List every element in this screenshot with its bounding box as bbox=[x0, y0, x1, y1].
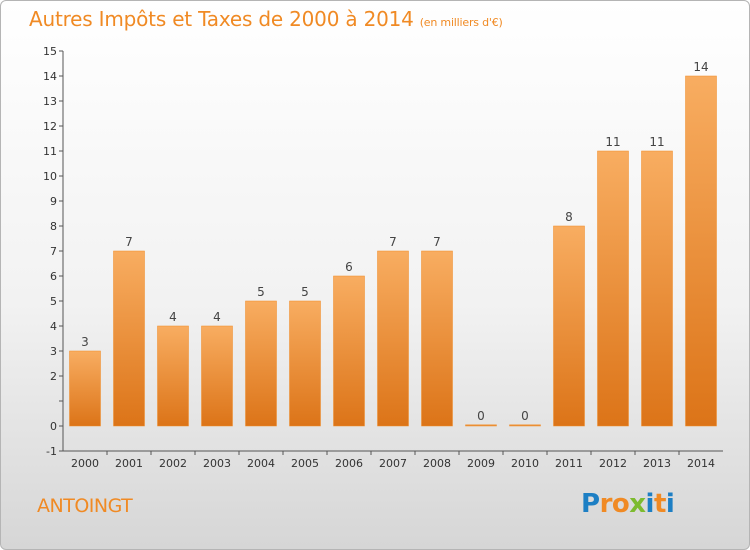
y-tick-label: 9 bbox=[50, 195, 57, 208]
bar bbox=[597, 150, 629, 427]
chart-title-text: Autres Impôts et Taxes de 2000 à 2014 bbox=[29, 7, 414, 31]
data-label: 11 bbox=[605, 135, 620, 149]
data-label: 0 bbox=[521, 409, 529, 423]
y-tick-label: 11 bbox=[43, 145, 57, 158]
y-tick-label: 12 bbox=[43, 120, 57, 133]
x-tick-label: 2007 bbox=[379, 457, 407, 470]
x-tick-label: 2010 bbox=[511, 457, 539, 470]
x-tick-label: 2002 bbox=[159, 457, 187, 470]
y-tick-label: 10 bbox=[43, 170, 57, 183]
bar bbox=[157, 325, 189, 427]
logo-letter: r bbox=[599, 489, 613, 519]
logo-letter: o bbox=[611, 489, 630, 519]
y-tick-label: 3 bbox=[50, 345, 57, 358]
bar bbox=[69, 350, 101, 427]
data-label: 5 bbox=[257, 285, 265, 299]
x-tick-label: 2003 bbox=[203, 457, 231, 470]
y-tick-label: 6 bbox=[50, 270, 57, 283]
data-label: 3 bbox=[81, 335, 89, 349]
data-label: 7 bbox=[389, 235, 397, 249]
data-label: 0 bbox=[477, 409, 485, 423]
data-label: 4 bbox=[169, 310, 177, 324]
x-tick-label: 2012 bbox=[599, 457, 627, 470]
bar bbox=[685, 75, 717, 427]
data-label: 4 bbox=[213, 310, 221, 324]
logo-letter: i bbox=[645, 489, 655, 519]
x-tick-label: 2005 bbox=[291, 457, 319, 470]
commune-name: ANTOINGT bbox=[37, 495, 133, 517]
x-tick-label: 2014 bbox=[687, 457, 715, 470]
bar bbox=[641, 150, 673, 427]
x-axis: 2000 2001 2002 2003 2004 2005 2006 2007 2008 2009… bbox=[63, 450, 723, 470]
y-tick-label: -1 bbox=[46, 445, 57, 458]
bar bbox=[509, 424, 541, 427]
data-label: 6 bbox=[345, 260, 353, 274]
y-tick-label: 14 bbox=[43, 70, 57, 83]
y-tick-label: 0 bbox=[50, 420, 57, 433]
proxiti-logo: Proxiti bbox=[581, 489, 675, 519]
x-tick-label: 2006 bbox=[335, 457, 363, 470]
bar bbox=[333, 275, 365, 427]
bar bbox=[553, 225, 585, 427]
x-tick-label: 2011 bbox=[555, 457, 583, 470]
data-label: 7 bbox=[125, 235, 133, 249]
bar bbox=[201, 325, 233, 427]
chart-unit-label: (en milliers d'€) bbox=[419, 16, 503, 29]
logo-letter: x bbox=[629, 489, 646, 519]
y-tick-label: 4 bbox=[50, 320, 57, 333]
x-tick-label: 2008 bbox=[423, 457, 451, 470]
data-label: 7 bbox=[433, 235, 441, 249]
x-tick-label: 2009 bbox=[467, 457, 495, 470]
logo-letter: t bbox=[653, 489, 666, 519]
bar bbox=[245, 300, 277, 427]
logo-letter: i bbox=[665, 489, 675, 519]
data-label: 8 bbox=[565, 210, 573, 224]
x-tick-label: 2004 bbox=[247, 457, 275, 470]
y-tick-label: 15 bbox=[43, 45, 57, 58]
bars: 3 7 4 4 5 5 6 7 7 0 0 8 11 11 14 bbox=[69, 60, 717, 427]
x-tick-label: 2000 bbox=[71, 457, 99, 470]
data-label: 14 bbox=[693, 60, 708, 74]
y-tick-label: 7 bbox=[50, 245, 57, 258]
x-tick-label: 2013 bbox=[643, 457, 671, 470]
bar bbox=[289, 300, 321, 427]
bar bbox=[377, 250, 409, 427]
y-axis: -1 0 2 3 4 5 6 7 8 9 10 11 12 13 14 15 bbox=[43, 45, 64, 458]
logo-letter: P bbox=[581, 489, 600, 519]
chart-title: Autres Impôts et Taxes de 2000 à 2014 (en… bbox=[29, 7, 503, 31]
y-tick-label: 5 bbox=[50, 295, 57, 308]
data-label: 11 bbox=[649, 135, 664, 149]
bar bbox=[113, 250, 145, 427]
y-tick-label: 8 bbox=[50, 220, 57, 233]
x-tick-label: 2001 bbox=[115, 457, 143, 470]
y-tick-label: 2 bbox=[50, 370, 57, 383]
data-label: 5 bbox=[301, 285, 309, 299]
bar bbox=[421, 250, 453, 427]
y-tick-label: 13 bbox=[43, 95, 57, 108]
bar bbox=[465, 424, 497, 427]
